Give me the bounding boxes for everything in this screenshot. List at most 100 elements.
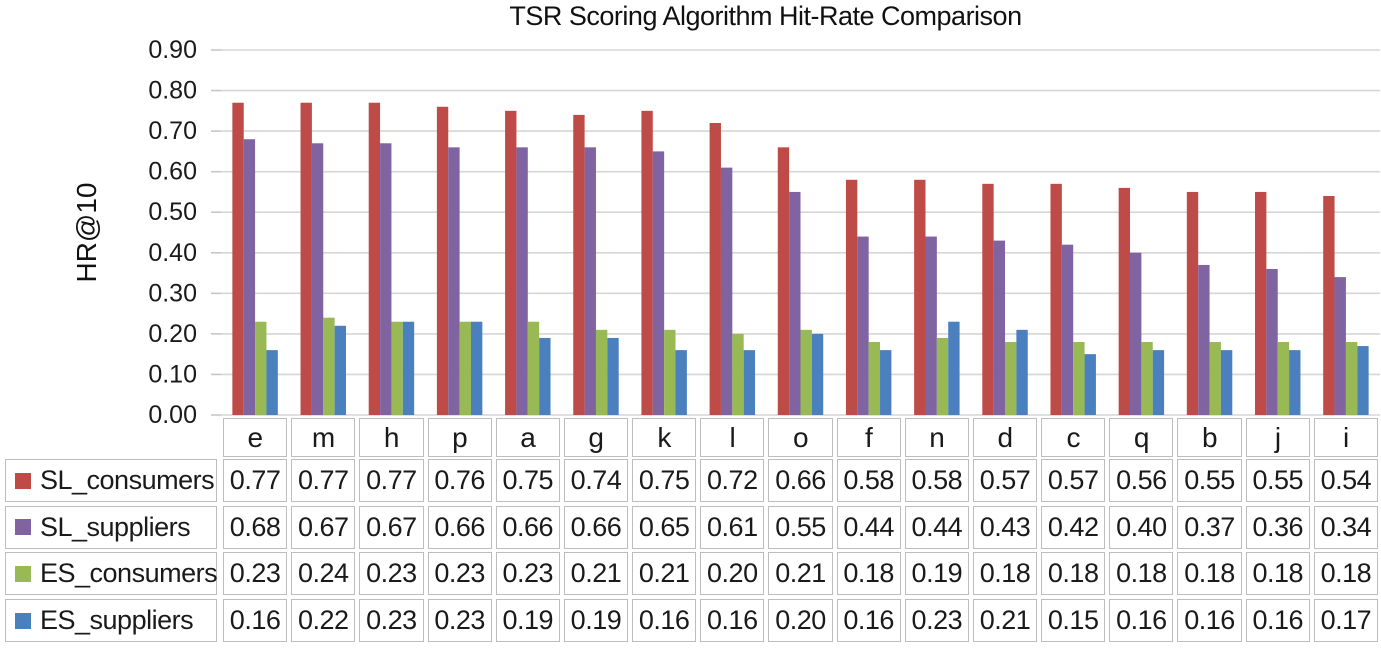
value-cell-ES_suppliers-g: 0.19 [563, 599, 629, 643]
y-axis-ticks [211, 49, 221, 416]
bar-SL_suppliers-e [243, 139, 256, 415]
bar-ES_suppliers-d [1016, 329, 1028, 415]
value-cell-SL_consumers-a: 0.75 [495, 459, 560, 502]
y-axis-title: HR@10 [71, 182, 102, 282]
legend-swatch-ES_consumers [15, 565, 31, 582]
chart-title: TSR Scoring Algorithm Hit-Rate Compariso… [509, 1, 1022, 31]
value-cell-SL_suppliers-d: 0.43 [972, 505, 1038, 549]
bar-ES_suppliers-g [607, 337, 619, 415]
category-header-cell-i: i [1313, 418, 1378, 457]
value-cell-SL_suppliers-h: 0.67 [359, 505, 424, 549]
category-header-cell-n: n [904, 418, 969, 457]
bar-SL_suppliers-o [789, 191, 801, 415]
bar-ES_consumers-f [868, 342, 881, 415]
value-cell-SL_consumers-k: 0.75 [632, 459, 697, 502]
bar-ES_consumers-p [459, 321, 471, 415]
bar-SL_consumers-q [1118, 187, 1131, 415]
value-cell-ES_suppliers-f: 0.16 [836, 599, 901, 643]
value-cell-ES_consumers-m: 0.24 [291, 552, 356, 596]
bar-ES_suppliers-q [1152, 350, 1165, 415]
value-cell-SL_suppliers-i: 0.34 [1313, 505, 1378, 549]
category-header-cell-k: k [632, 418, 697, 457]
value-cell-SL_consumers-o: 0.66 [768, 459, 833, 502]
bar-SL_suppliers-j [1266, 269, 1278, 415]
category-header-cell-l: l [700, 418, 765, 457]
value-cell-ES_suppliers-o: 0.20 [768, 599, 833, 643]
value-cell-ES_suppliers-d: 0.21 [972, 599, 1038, 643]
bar-SL_suppliers-q [1130, 252, 1142, 415]
value-cell-SL_suppliers-k: 0.65 [632, 505, 697, 549]
bar-ES_suppliers-l [743, 350, 756, 415]
series-name: ES_consumers [40, 558, 218, 589]
value-cell-SL_suppliers-o: 0.55 [768, 505, 833, 549]
value-cell-SL_suppliers-j: 0.36 [1245, 505, 1310, 549]
bar-ES_consumers-m [323, 317, 335, 415]
y-tick-label: 0.80 [148, 77, 197, 105]
series-label-cell-ES_consumers: ES_consumers [5, 552, 218, 596]
y-axis-labels: 0.00 0.10 0.20 0.30 0.40 0.50 0.60 0.70 0.80 0.90 [148, 36, 197, 429]
value-cell-SL_consumers-c: 0.57 [1041, 459, 1106, 502]
bars-group [232, 102, 1369, 416]
bar-ES_suppliers-j [1289, 350, 1301, 415]
bar-ES_consumers-o [800, 329, 812, 415]
bar-SL_consumers-f [845, 179, 858, 415]
series-label-cell-SL_consumers: SL_consumers [5, 459, 217, 502]
value-cell-ES_suppliers-h: 0.23 [359, 599, 424, 643]
bar-ES_consumers-h [391, 321, 403, 415]
value-cell-SL_suppliers-g: 0.66 [563, 505, 629, 549]
bar-SL_consumers-n [914, 179, 926, 415]
bar-ES_consumers-c [1073, 342, 1085, 415]
bar-SL_suppliers-h [380, 143, 392, 415]
bar-ES_consumers-d [1005, 342, 1017, 415]
value-cell-ES_suppliers-c: 0.15 [1041, 599, 1106, 643]
value-cell-SL_consumers-j: 0.55 [1245, 459, 1310, 502]
category-header-cell-m: m [291, 418, 356, 457]
category-header-cell-a: a [495, 418, 560, 457]
bar-SL_suppliers-c [1061, 244, 1074, 415]
bar-ES_suppliers-m [334, 325, 346, 415]
bar-SL_consumers-p [436, 106, 449, 416]
value-cell-SL_suppliers-b: 0.37 [1177, 505, 1242, 549]
value-cell-SL_consumers-g: 0.74 [563, 459, 629, 502]
bar-SL_consumers-b [1186, 191, 1199, 415]
value-cell-SL_suppliers-n: 0.44 [904, 505, 969, 549]
bar-ES_suppliers-k [675, 350, 687, 415]
y-tick-label: 0.50 [148, 198, 197, 226]
bar-ES_suppliers-o [811, 333, 824, 415]
value-cell-ES_consumers-q: 0.18 [1109, 552, 1174, 596]
bar-SL_suppliers-g [584, 147, 596, 416]
bar-ES_suppliers-e [266, 350, 278, 415]
bar-ES_consumers-g [595, 329, 608, 415]
value-cell-ES_suppliers-a: 0.19 [495, 599, 560, 643]
bar-ES_consumers-q [1141, 342, 1153, 415]
bar-ES_consumers-e [255, 321, 267, 415]
y-tick-label: 0.10 [148, 360, 197, 388]
y-tick-label: 0.30 [148, 279, 197, 307]
value-cell-ES_consumers-n: 0.19 [904, 552, 969, 596]
category-header-cell-c: c [1041, 418, 1106, 457]
value-cell-ES_suppliers-p: 0.23 [427, 599, 492, 643]
bar-SL_suppliers-d [993, 240, 1006, 415]
value-cell-ES_consumers-k: 0.21 [632, 552, 697, 596]
value-cell-SL_consumers-p: 0.76 [427, 459, 492, 502]
value-cell-SL_suppliers-f: 0.44 [836, 505, 901, 549]
bar-ES_consumers-k [664, 329, 676, 415]
bar-ES_consumers-l [732, 333, 744, 415]
bar-SL_consumers-j [1255, 191, 1267, 415]
bar-SL_consumers-c [1050, 183, 1062, 415]
bar-ES_suppliers-c [1084, 354, 1096, 415]
bar-ES_suppliers-b [1220, 350, 1233, 415]
value-cell-SL_suppliers-a: 0.66 [495, 505, 560, 549]
value-cell-SL_consumers-i: 0.54 [1313, 459, 1378, 502]
value-cell-ES_suppliers-i: 0.17 [1313, 599, 1378, 643]
bar-SL_suppliers-l [720, 167, 733, 415]
y-tick-label: 0.20 [148, 320, 197, 348]
value-cell-SL_suppliers-p: 0.66 [427, 505, 492, 549]
value-cell-SL_consumers-n: 0.58 [904, 459, 969, 502]
bar-SL_consumers-d [982, 183, 994, 415]
y-tick-label: 0.60 [148, 158, 197, 186]
bar-SL_suppliers-p [448, 147, 460, 416]
category-header-cell-h: h [359, 418, 424, 457]
